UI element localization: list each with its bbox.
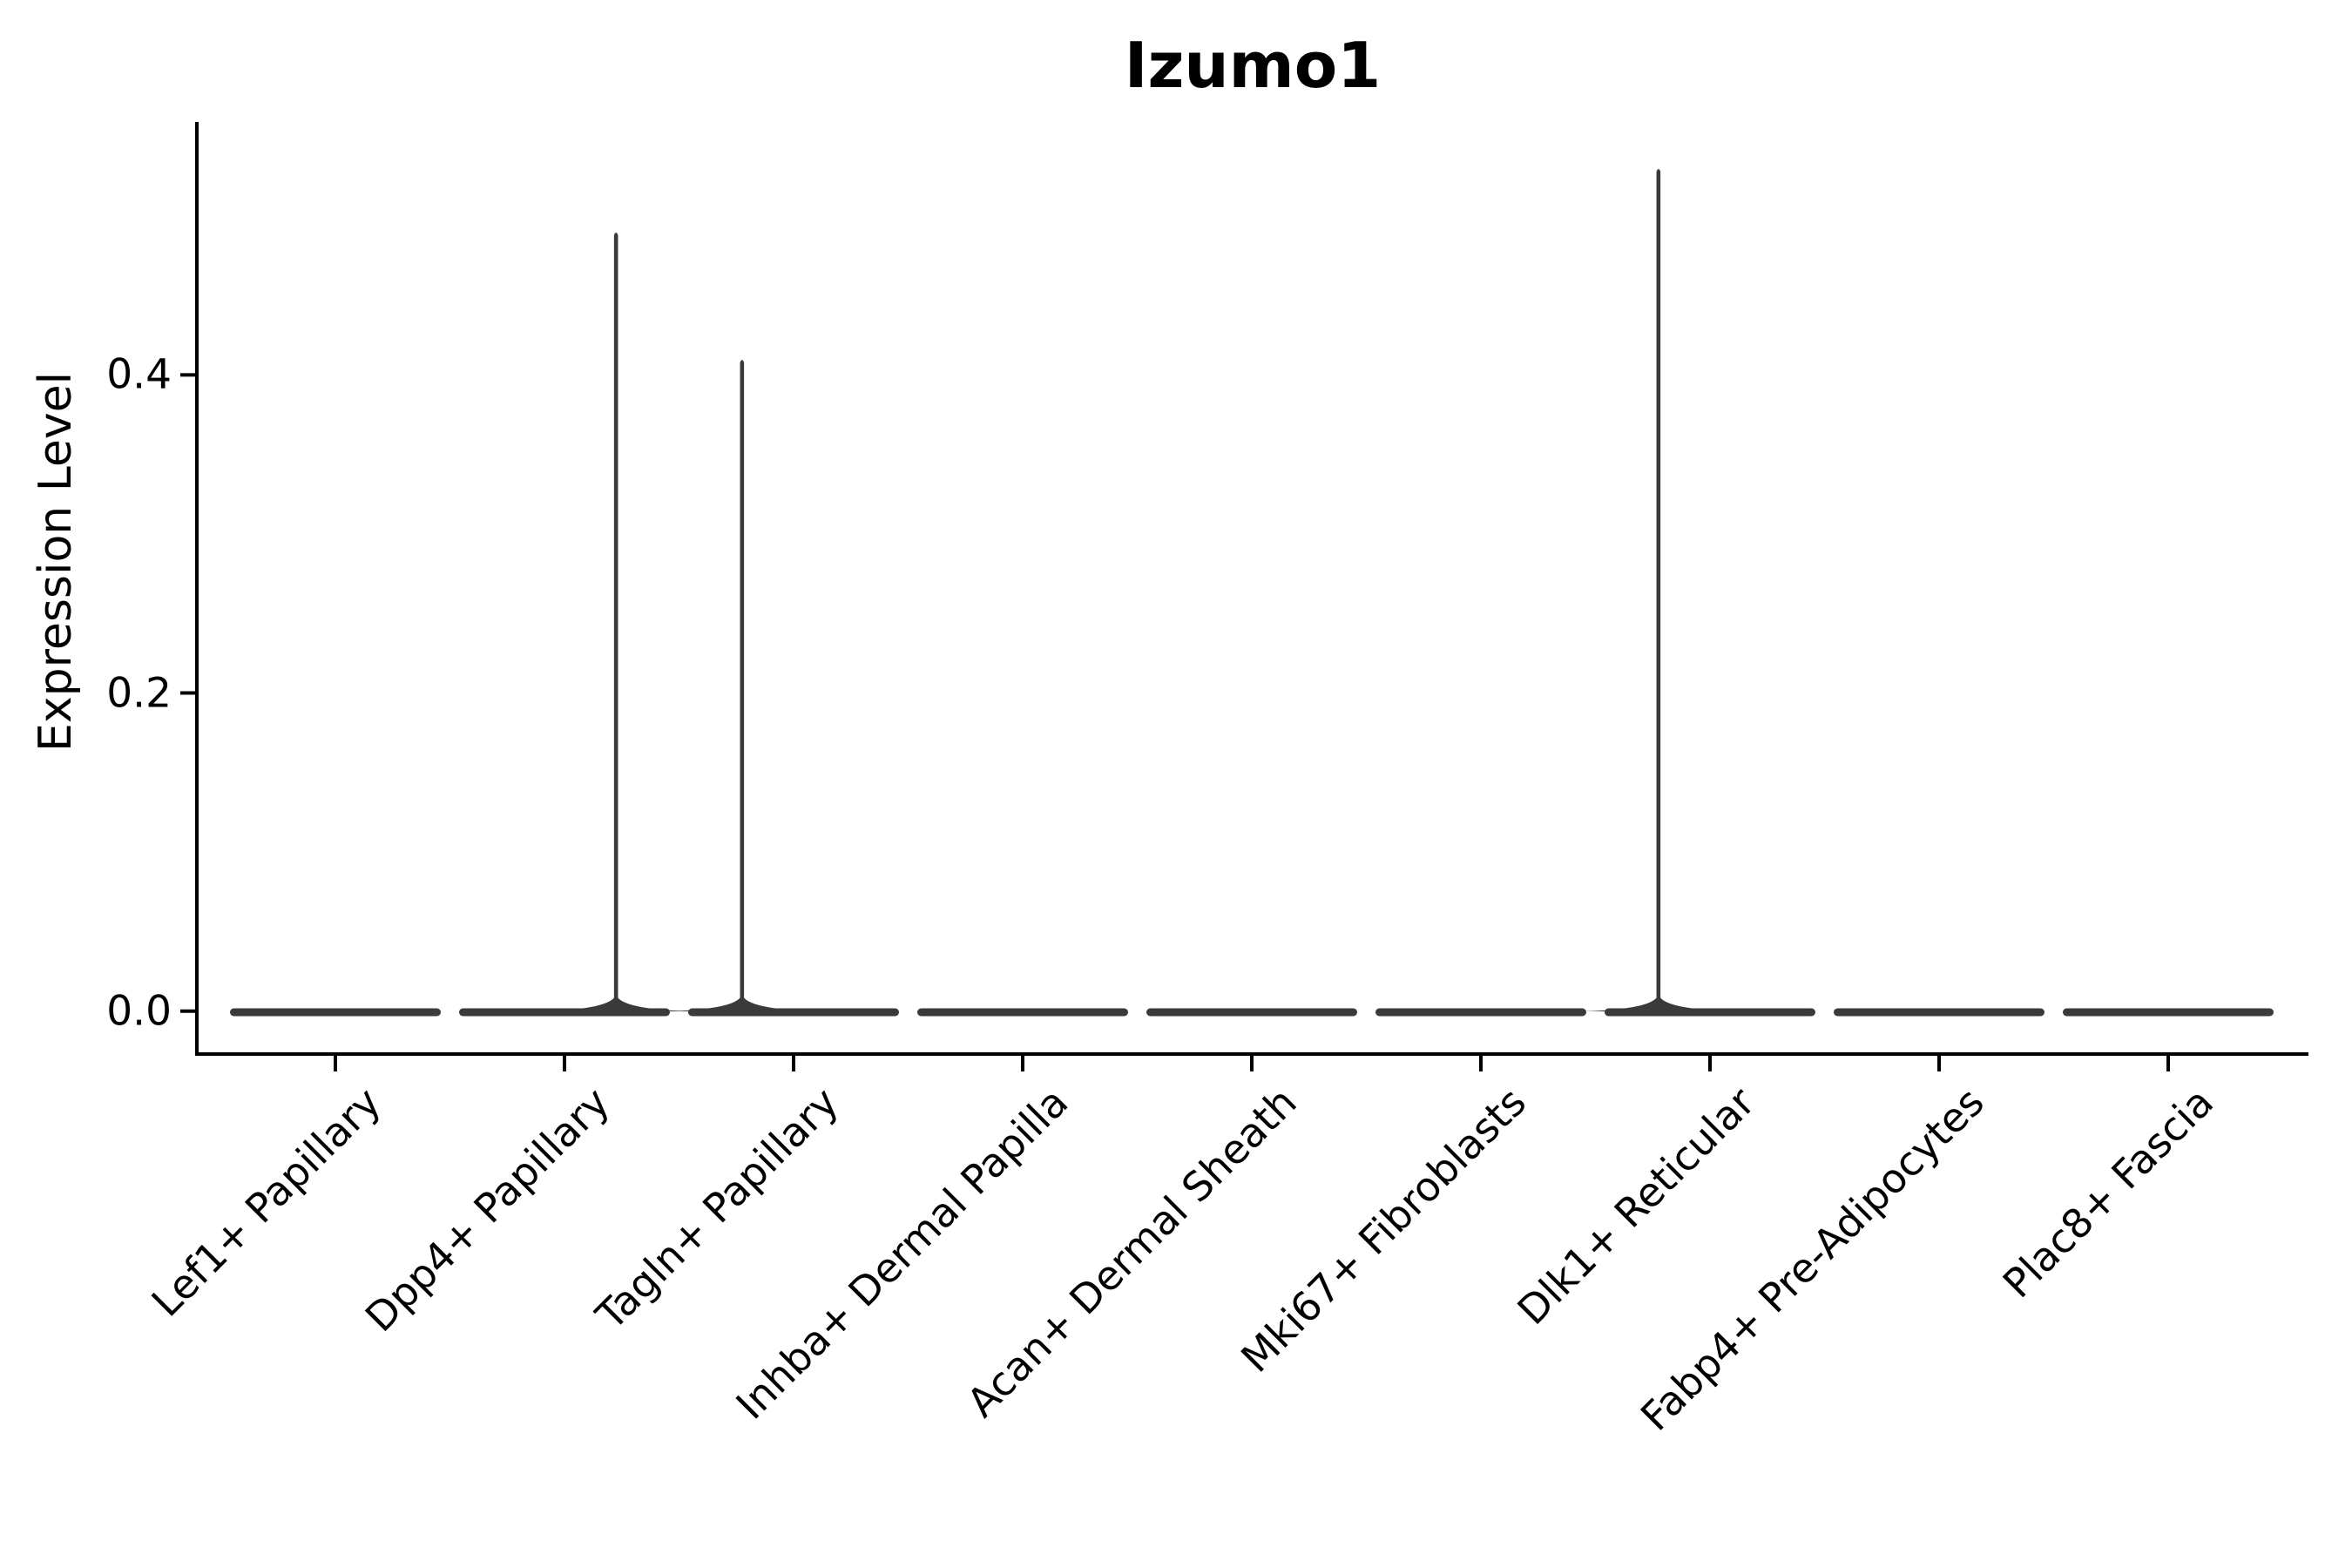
y-tick-label: 0.4: [106, 350, 172, 399]
violin-spike: [539, 232, 693, 1011]
violin-body: [1146, 1008, 1357, 1017]
violin-spike: [665, 360, 819, 1012]
violin-body: [917, 1008, 1128, 1017]
violin-body: [1834, 1008, 2044, 1017]
violin-spike: [1581, 168, 1735, 1012]
violin-body: [1375, 1008, 1586, 1017]
plot-title: Izumo1: [1124, 29, 1382, 102]
violin-body: [2063, 1008, 2274, 1017]
y-tick-label: 0.2: [106, 669, 172, 717]
violin-body: [230, 1008, 441, 1017]
y-tick-label: 0.0: [106, 987, 172, 1036]
